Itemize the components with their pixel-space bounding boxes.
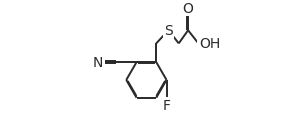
Text: F: F — [163, 98, 170, 112]
Text: O: O — [183, 2, 194, 16]
Text: N: N — [93, 56, 103, 70]
Text: OH: OH — [199, 37, 220, 51]
Text: S: S — [164, 24, 173, 38]
